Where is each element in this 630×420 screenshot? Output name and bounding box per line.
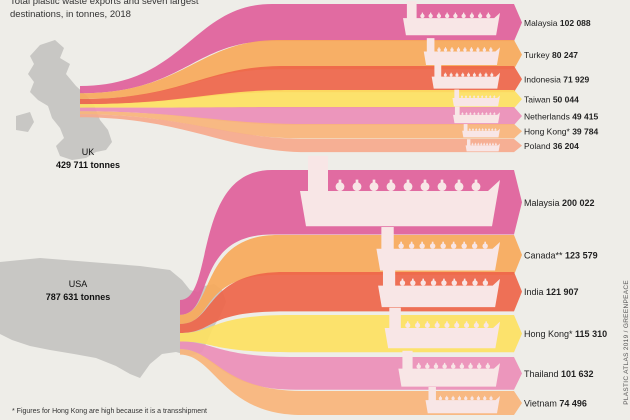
ship-icon-uk-taiwan [452,89,500,107]
destination-label: Canada** 123 579 [524,250,598,260]
ship-icon-usa-canada [376,227,500,271]
destination-label: Malaysia 200 022 [524,198,595,208]
ship-icon-usa-vietnam [425,386,500,414]
ship-icon-usa-malaysia [300,155,500,227]
destination-label: Indonesia 71 929 [524,75,590,85]
flow-uk-turkey [80,40,522,100]
flow-usa-vietnam [180,349,522,416]
chart-subtitle: Total plastic waste exports and seven la… [10,0,199,20]
ship-icon-uk-poland [465,139,500,152]
destination-label: India 121 907 [524,287,579,297]
destination-label: Malaysia 102 088 [524,18,591,28]
ship-icons [300,1,500,414]
destination-label: Vietnam 74 496 [524,399,587,409]
ship-icon-usa-thailand [398,350,500,387]
usa-map [0,258,226,378]
credit-text: PLASTIC ATLAS 2019 / GREENPEACE [623,280,630,405]
flow-uk-indonesia [80,66,522,105]
origin-total: 787 631 tonnes [46,292,111,302]
destination-label: Turkey 80 247 [524,50,578,60]
destination-label: Thailand 101 632 [524,369,594,379]
destination-label: Hong Kong* 39 784 [524,127,598,137]
origin-name: USA [69,279,88,289]
destination-label: Poland 36 204 [524,141,579,151]
flow-uk-hongkong [80,111,522,139]
ship-icon-uk-netherlands [453,106,500,124]
origin-name: UK [82,147,95,157]
destination-label: Netherlands 49 415 [524,111,598,121]
flow-uk-taiwan [80,90,522,109]
destination-label: Hong Kong* 115 310 [524,329,607,339]
ship-icon-usa-hongkong [384,307,500,349]
flow-uk-netherlands [80,107,522,125]
destination-label: Taiwan 50 044 [524,95,579,105]
footnote: * Figures for Hong Kong are high because… [12,408,207,415]
ship-icon-uk-malaysia [403,1,500,36]
country-maps [0,40,226,378]
flow-uk-poland [80,114,522,153]
ship-icon-uk-indonesia [431,64,500,89]
uk-map [16,40,112,160]
ship-icon-usa-india [378,264,500,308]
destination-labels: Malaysia 102 088 Turkey 80 247 Indonesia 7… [524,18,607,408]
ship-icon-uk-hongkong [462,124,500,138]
origin-labels: UK 429 711 tonnes USA 787 631 tonnes [46,147,120,302]
ship-icon-uk-turkey [423,38,500,65]
origin-total: 429 711 tonnes [56,160,120,170]
